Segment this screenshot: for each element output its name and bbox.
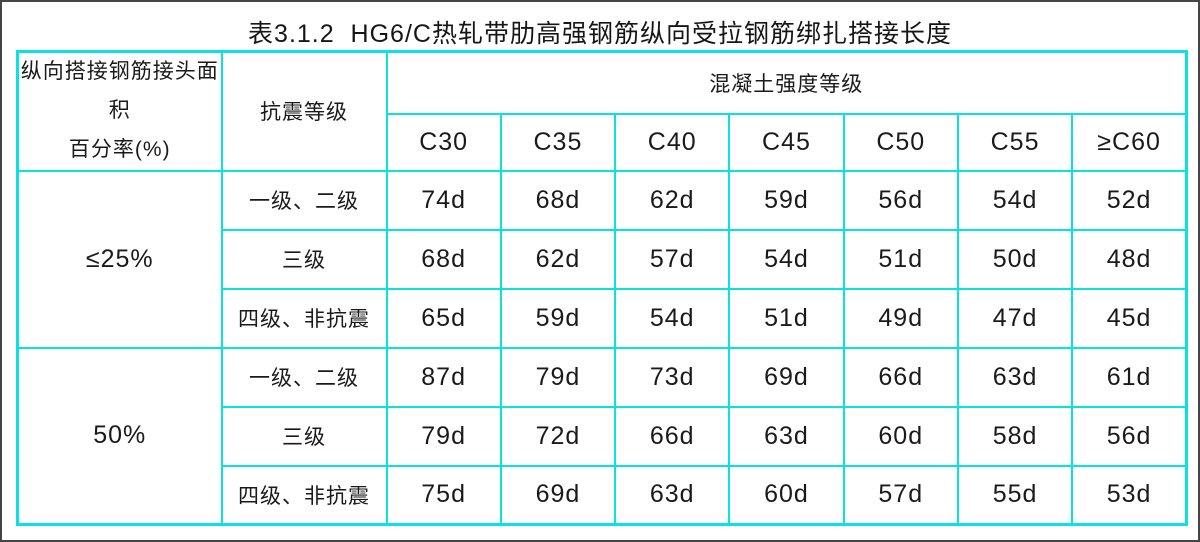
value-cell: 59d (499, 287, 617, 349)
value-cell: 79d (499, 346, 617, 408)
table-row: ≤25% 一级、二级 74d 68d 62d 59d 56d 54d 52d (16, 169, 1188, 349)
value-cell: 74d (385, 169, 502, 231)
value-cell: 59d (728, 169, 845, 231)
value-cell: 54d (728, 228, 845, 290)
seismic-grade-cell: 四级、非抗震 (220, 464, 388, 526)
header-grade-c60: ≥C60 (1071, 113, 1188, 172)
seismic-grade-cell: 三级 (220, 405, 388, 467)
value-cell: 63d (614, 464, 731, 526)
value-cell: 51d (842, 228, 959, 290)
seismic-grade-cell: 三级 (220, 228, 388, 290)
value-cell: 63d (956, 346, 1074, 408)
value-cell: 47d (956, 287, 1074, 349)
value-cell: 87d (385, 346, 502, 408)
value-cell: 72d (499, 405, 617, 467)
value-cell: 63d (728, 405, 845, 467)
value-cell: 50d (956, 228, 1074, 290)
table-row: 三级 68d 62d 57d 54d 51d 50d 48d (18, 228, 1188, 290)
value-cell: 60d (842, 405, 959, 467)
header-joint-area-line1: 纵向搭接钢筋接头面积 (20, 60, 219, 122)
lap-length-table: 纵向搭接钢筋接头面积 百分率(%) 抗震等级 混凝土强度等级 C30 C35 C… (16, 50, 1188, 527)
value-cell: 52d (1071, 169, 1188, 231)
value-cell: 54d (956, 169, 1074, 231)
header-grade-c45: C45 (728, 113, 845, 172)
value-cell: 68d (499, 169, 617, 231)
value-cell: 60d (728, 464, 845, 526)
value-cell: 56d (1071, 405, 1188, 467)
header-grade-c35: C35 (499, 113, 617, 172)
percentage-cell-25: ≤25% (16, 169, 223, 349)
table-row: 四级、非抗震 75d 69d 63d 60d 57d 55d 53d (18, 464, 1188, 526)
value-cell: 79d (385, 405, 502, 467)
value-cell: 51d (728, 287, 845, 349)
header-grade-c40: C40 (614, 113, 731, 172)
value-cell: 62d (499, 228, 617, 290)
value-cell: 57d (842, 464, 959, 526)
value-cell: 49d (842, 287, 959, 349)
value-cell: 61d (1071, 346, 1188, 408)
header-seismic-grade: 抗震等级 (220, 50, 388, 172)
value-cell: 75d (385, 464, 502, 526)
seismic-grade-cell: 四级、非抗震 (220, 287, 388, 349)
value-cell: 66d (614, 405, 731, 467)
seismic-grade-cell: 一级、二级 (220, 346, 388, 408)
header-joint-area-line2: 百分率(%) (68, 137, 171, 161)
header-concrete-strength: 混凝土强度等级 (385, 50, 1188, 116)
value-cell: 53d (1071, 464, 1188, 526)
value-cell: 57d (614, 228, 731, 290)
header-joint-area-percentage: 纵向搭接钢筋接头面积 百分率(%) (16, 50, 223, 172)
value-cell: 68d (385, 228, 502, 290)
value-cell: 69d (499, 464, 617, 526)
value-cell: 48d (1071, 228, 1188, 290)
value-cell: 73d (614, 346, 731, 408)
table-row: 三级 79d 72d 66d 63d 60d 58d 56d (18, 405, 1188, 467)
value-cell: 69d (728, 346, 845, 408)
table-title: 表3.1.2 HG6/C热轧带肋高强钢筋纵向受拉钢筋绑扎搭接长度 (248, 20, 952, 48)
table-row: 50% 一级、二级 87d 79d 73d 69d 66d 63d 61d (16, 346, 1188, 526)
value-cell: 55d (956, 464, 1074, 526)
header-grade-c30: C30 (385, 113, 502, 172)
value-cell: 66d (842, 346, 959, 408)
value-cell: 56d (842, 169, 959, 231)
header-grade-c55: C55 (956, 113, 1074, 172)
value-cell: 45d (1071, 287, 1188, 349)
value-cell: 58d (956, 405, 1074, 467)
value-cell: 54d (614, 287, 731, 349)
header-grade-c50: C50 (842, 113, 959, 172)
seismic-grade-cell: 一级、二级 (220, 169, 388, 231)
percentage-cell-50: 50% (16, 346, 223, 526)
value-cell: 62d (614, 169, 731, 231)
table-row: 四级、非抗震 65d 59d 54d 51d 49d 47d 45d (18, 287, 1188, 349)
value-cell: 65d (385, 287, 502, 349)
